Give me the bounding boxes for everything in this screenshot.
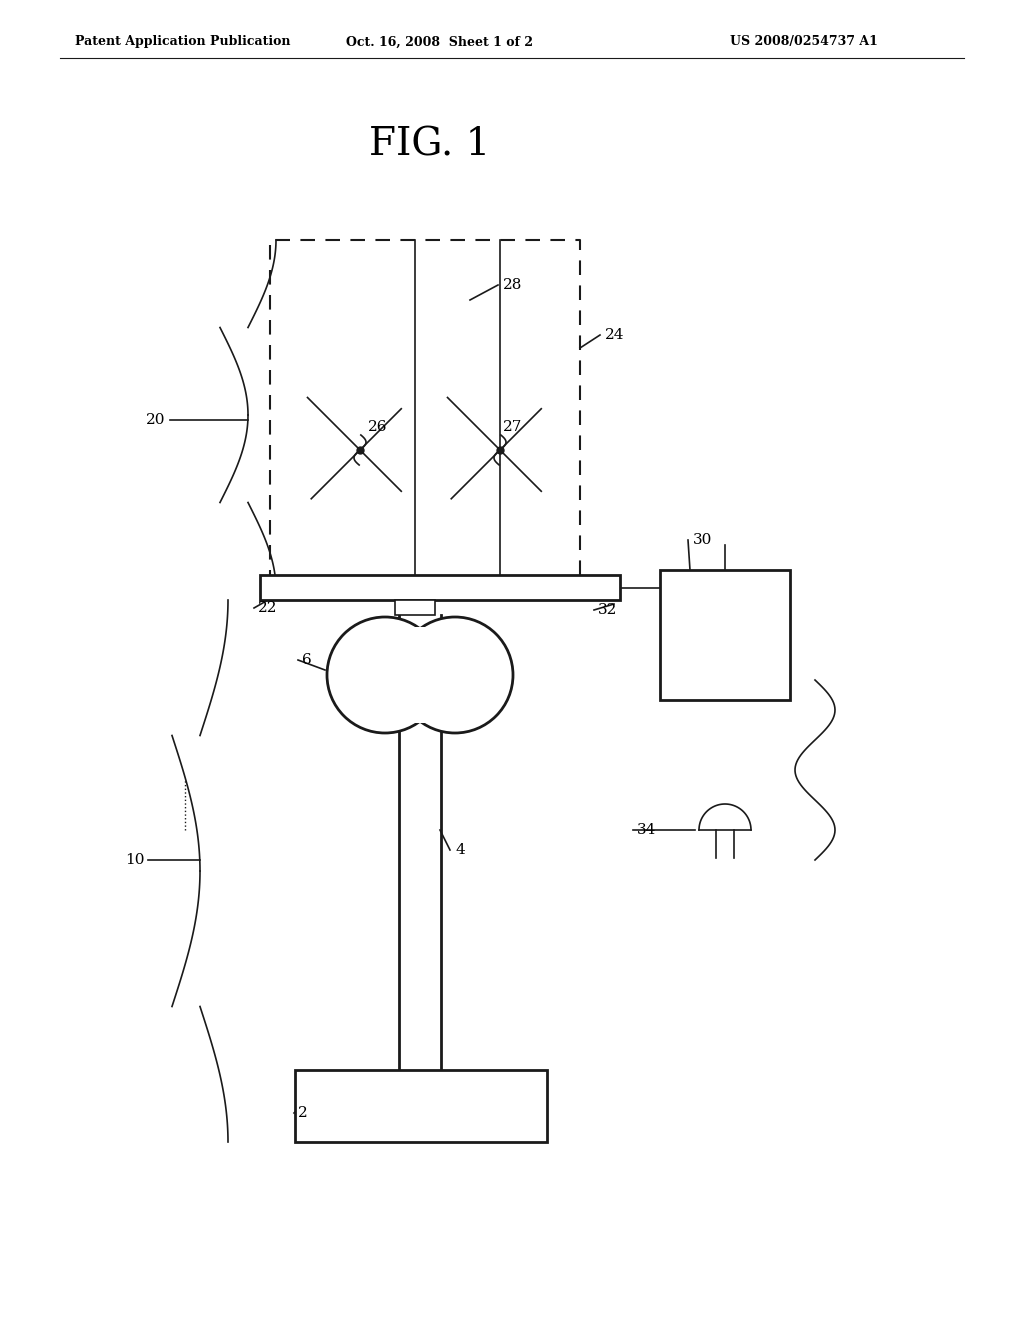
Circle shape: [397, 616, 513, 733]
Text: 4: 4: [455, 843, 465, 857]
Text: Patent Application Publication: Patent Application Publication: [75, 36, 291, 49]
Bar: [395, 601, 435, 615]
Bar: [380, 627, 460, 723]
Text: 34: 34: [637, 822, 656, 837]
Bar: [660, 570, 790, 700]
Text: 28: 28: [503, 279, 522, 292]
Text: 2: 2: [298, 1106, 308, 1119]
Text: US 2008/0254737 A1: US 2008/0254737 A1: [730, 36, 878, 49]
Text: 24: 24: [605, 327, 625, 342]
Text: 26: 26: [368, 420, 387, 434]
Text: 10: 10: [126, 853, 145, 867]
Text: 20: 20: [145, 413, 165, 426]
Text: 27: 27: [503, 420, 522, 434]
Text: 6: 6: [302, 653, 311, 667]
Text: 32: 32: [598, 603, 617, 616]
Text: Oct. 16, 2008  Sheet 1 of 2: Oct. 16, 2008 Sheet 1 of 2: [346, 36, 534, 49]
Text: 22: 22: [258, 601, 278, 615]
Bar: [295, 1071, 547, 1142]
Bar: [260, 576, 620, 601]
Circle shape: [327, 616, 443, 733]
Text: 30: 30: [693, 533, 713, 546]
Text: FIG. 1: FIG. 1: [370, 127, 490, 164]
